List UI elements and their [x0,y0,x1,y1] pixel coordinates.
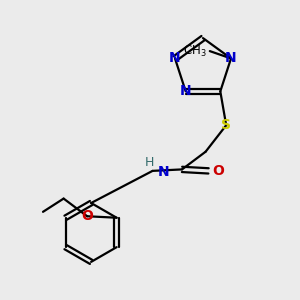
Text: O: O [81,209,93,223]
Text: H: H [145,156,154,170]
Text: CH$_3$: CH$_3$ [183,44,207,59]
Text: N: N [158,165,170,179]
Text: N: N [169,52,181,65]
Text: N: N [180,84,191,98]
Text: O: O [212,164,224,178]
Text: N: N [225,52,237,65]
Text: S: S [221,118,231,132]
